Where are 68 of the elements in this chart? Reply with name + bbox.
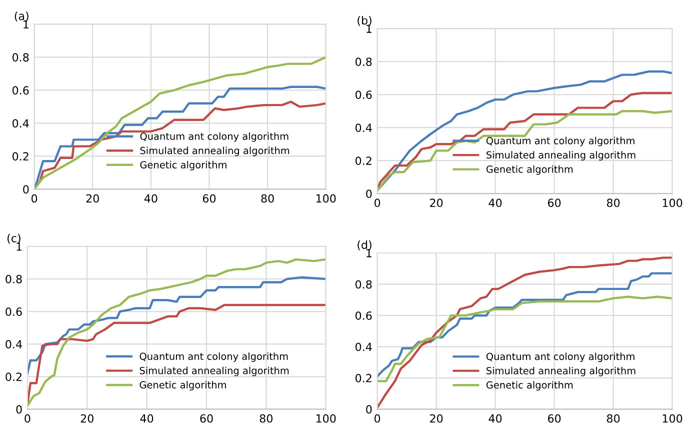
y-tick-label: 0.2: [6, 372, 22, 382]
x-tick-label: 80: [606, 198, 620, 208]
y-tick-label: 0.4: [356, 124, 372, 132]
y-tick-label: 0.6: [356, 90, 372, 99]
y-tick-label: 0.8: [356, 280, 372, 289]
y-tick-label: 0.2: [356, 374, 372, 382]
x-tick-label: 40: [140, 414, 154, 423]
y-tick-label: 0: [16, 405, 22, 414]
line-series: [377, 272, 672, 378]
y-tick-label: 1: [366, 24, 372, 33]
x-tick-label: 80: [606, 414, 620, 423]
legend-label: Simulated annealing algorithm: [486, 366, 636, 376]
y-tick-label: 1: [366, 249, 372, 258]
x-tick-label: 80: [260, 414, 272, 423]
x-tick-label: 100: [662, 198, 682, 208]
line-series: [377, 70, 672, 192]
legend-label: Genetic algorithm: [140, 160, 226, 170]
x-tick-label: 100: [316, 194, 336, 203]
y-tick-label: 0.8: [6, 274, 22, 284]
x-tick-label: 60: [548, 198, 561, 208]
y-tick-label: 0.8: [12, 53, 29, 62]
line-series: [27, 304, 326, 406]
chart-title: (a): [14, 12, 28, 22]
legend-label: Genetic algorithm: [486, 381, 573, 391]
legend-label: Simulated annealing algorithm: [140, 366, 289, 376]
x-tick-label: 40: [488, 414, 502, 423]
y-tick-label: 0: [366, 405, 372, 414]
chart-title: (d): [358, 240, 372, 250]
y-tick-label: 0.2: [12, 152, 28, 161]
x-tick-label: 20: [430, 198, 443, 208]
line-series: [27, 276, 326, 374]
chart-title: (c): [8, 234, 20, 244]
x-tick-label: 0: [374, 414, 380, 423]
y-tick-label: 0.4: [356, 342, 372, 352]
x-tick-label: 0: [32, 194, 38, 203]
x-tick-label: 20: [430, 414, 443, 423]
x-tick-label: 60: [200, 414, 213, 423]
line-series: [377, 110, 672, 192]
legend-label: Quantum ant colony algorithm: [140, 352, 288, 362]
x-tick-label: 100: [662, 414, 682, 423]
x-tick-label: 60: [548, 414, 561, 423]
x-tick-label: 60: [202, 194, 216, 203]
y-tick-label: 0.4: [6, 340, 22, 348]
x-tick-label: 40: [144, 194, 158, 203]
y-tick-label: 0.6: [6, 307, 22, 316]
y-tick-label: 1: [16, 242, 22, 251]
chart-title: (b): [358, 16, 372, 26]
y-tick-label: 0.2: [356, 156, 372, 165]
legend-label: Genetic algorithm: [486, 165, 573, 175]
y-tick-label: 0: [23, 185, 29, 194]
x-tick-label: 80: [261, 194, 274, 203]
x-tick-label: 100: [316, 414, 336, 423]
y-tick-label: 0.4: [12, 119, 29, 128]
x-tick-label: 0: [374, 198, 380, 208]
legend-label: Simulated annealing algorithm: [486, 151, 636, 160]
y-tick-label: 0.6: [12, 86, 29, 95]
x-tick-label: 40: [488, 198, 502, 208]
legend-label: Quantum ant colony algorithm: [486, 136, 634, 146]
x-tick-label: 20: [86, 194, 99, 203]
legend-label: Quantum ant colony algorithm: [486, 352, 634, 362]
y-tick-label: 0.8: [356, 58, 372, 66]
x-tick-label: 20: [80, 414, 94, 423]
y-tick-label: 1: [24, 20, 28, 28]
legend-label: Quantum ant colony algorithm: [140, 132, 288, 142]
legend-label: Simulated annealing algorithm: [140, 146, 290, 156]
line-series: [377, 296, 672, 382]
legend-label: Genetic algorithm: [140, 380, 226, 390]
y-tick-label: 0.6: [356, 311, 372, 320]
